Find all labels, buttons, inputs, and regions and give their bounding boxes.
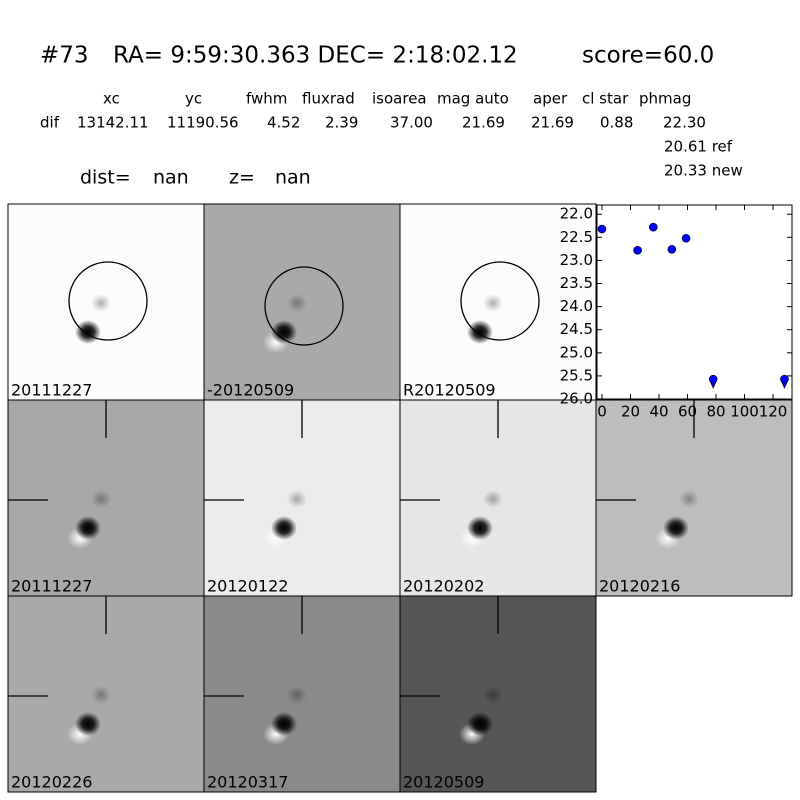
stamp: 20111227 bbox=[7, 399, 205, 597]
column-header: yc bbox=[185, 90, 202, 108]
table-cell: 21.69 bbox=[462, 114, 505, 132]
plot-area bbox=[597, 205, 792, 399]
score: score=60.0 bbox=[582, 43, 714, 69]
y-tick-label: 25.5 bbox=[560, 366, 593, 384]
data-point bbox=[681, 233, 691, 243]
x-tick-label: 40 bbox=[649, 403, 668, 421]
column-header: xc bbox=[103, 90, 120, 108]
y-tick-label: 22.0 bbox=[560, 205, 593, 223]
faint-source bbox=[91, 294, 111, 312]
y-tick-label: 24.0 bbox=[560, 297, 593, 315]
ref-mag: 20.61 ref bbox=[664, 138, 733, 156]
z-value: nan bbox=[275, 167, 311, 189]
stamp: 20120226 bbox=[7, 595, 205, 793]
bright-source bbox=[75, 320, 101, 344]
z-label: z= bbox=[229, 167, 255, 189]
table-cell: 22.30 bbox=[663, 114, 706, 132]
data-point bbox=[667, 245, 677, 254]
faint-source bbox=[91, 490, 111, 508]
stamp-label: 20111227 bbox=[11, 381, 92, 400]
stamp-label: 20120202 bbox=[403, 577, 484, 596]
faint-source bbox=[287, 294, 307, 312]
table-cell: 2.39 bbox=[325, 114, 358, 132]
stamp-label: R20120509 bbox=[403, 381, 496, 400]
faint-source bbox=[287, 686, 307, 704]
stamp: 20120317 bbox=[203, 595, 401, 793]
stamp: -20120509 bbox=[203, 203, 401, 401]
bright-source bbox=[271, 712, 297, 736]
stamp-frame bbox=[595, 399, 793, 597]
stamp: 20120216 bbox=[595, 399, 793, 597]
plot-frame bbox=[596, 204, 793, 400]
y-tick-label: 23.5 bbox=[560, 274, 593, 292]
data-point bbox=[708, 374, 718, 384]
bright-source bbox=[271, 320, 297, 344]
stamp-label: 20120317 bbox=[207, 773, 288, 792]
data-point bbox=[649, 222, 658, 232]
stamp-label: -20120509 bbox=[207, 381, 294, 400]
y-tick-label: 22.5 bbox=[560, 228, 593, 246]
stamp-label: 20120216 bbox=[599, 577, 680, 596]
table-cell: 37.00 bbox=[390, 114, 433, 132]
column-header: cl star bbox=[582, 90, 629, 108]
faint-source bbox=[483, 686, 503, 704]
stamp: 20120509 bbox=[399, 595, 597, 793]
new-mag: 20.33 new bbox=[664, 162, 743, 180]
column-header: isoarea bbox=[372, 90, 427, 108]
y-tick-label: 25.0 bbox=[560, 343, 593, 361]
column-header: aper bbox=[533, 90, 568, 108]
bright-source bbox=[75, 712, 101, 736]
aperture-circle bbox=[264, 266, 344, 346]
bright-source bbox=[75, 516, 101, 540]
faint-source bbox=[679, 490, 699, 508]
bright-source bbox=[467, 516, 493, 540]
data-point bbox=[780, 374, 789, 384]
bright-source bbox=[467, 712, 493, 736]
dist-label: dist= bbox=[80, 167, 131, 189]
data-point bbox=[597, 224, 607, 234]
stamp: 20120202 bbox=[399, 399, 597, 597]
y-tick-label: 24.5 bbox=[560, 320, 593, 338]
x-tick-label: 80 bbox=[706, 403, 725, 421]
stamp-frame bbox=[399, 595, 597, 793]
stamp-label: 20111227 bbox=[11, 577, 92, 596]
faint-source bbox=[483, 294, 503, 312]
row-label: dif bbox=[40, 114, 60, 132]
bright-source bbox=[663, 516, 689, 540]
object-id: #73 bbox=[40, 43, 89, 69]
table-cell: 13142.11 bbox=[77, 114, 149, 132]
column-header: fluxrad bbox=[302, 90, 355, 108]
stamp-label: 20120226 bbox=[11, 773, 92, 792]
dist-value: nan bbox=[153, 167, 189, 189]
stamp: R20120509 bbox=[399, 203, 597, 401]
aperture-circle bbox=[460, 261, 540, 341]
y-tick-label: 26.0 bbox=[560, 390, 593, 408]
x-tick-label: 0 bbox=[597, 403, 607, 421]
faint-source bbox=[91, 686, 111, 704]
table-cell: 0.88 bbox=[600, 114, 633, 132]
faint-source bbox=[483, 490, 503, 508]
stamp-label: 20120122 bbox=[207, 577, 288, 596]
aperture-circle bbox=[68, 261, 148, 341]
x-tick-label: 20 bbox=[621, 403, 640, 421]
table-cell: 21.69 bbox=[531, 114, 574, 132]
stamp: 20120122 bbox=[203, 399, 401, 597]
faint-source bbox=[287, 490, 307, 508]
y-tick-label: 23.0 bbox=[560, 251, 593, 269]
table-cell: 11190.56 bbox=[167, 114, 239, 132]
table-cell: 4.52 bbox=[267, 114, 300, 132]
column-header: phmag bbox=[639, 90, 691, 108]
column-header: fwhm bbox=[246, 90, 287, 108]
x-tick-label: 60 bbox=[678, 403, 697, 421]
stamp: 20111227 bbox=[7, 203, 205, 401]
stamp-label: 20120509 bbox=[403, 773, 484, 792]
coordinates: RA= 9:59:30.363 DEC= 2:18:02.12 bbox=[113, 43, 518, 69]
x-tick-label: 120 bbox=[759, 403, 788, 421]
column-header: mag auto bbox=[437, 90, 509, 108]
bright-source bbox=[467, 320, 493, 344]
data-point bbox=[633, 245, 642, 255]
bright-source bbox=[271, 516, 297, 540]
x-tick-label: 100 bbox=[730, 403, 759, 421]
